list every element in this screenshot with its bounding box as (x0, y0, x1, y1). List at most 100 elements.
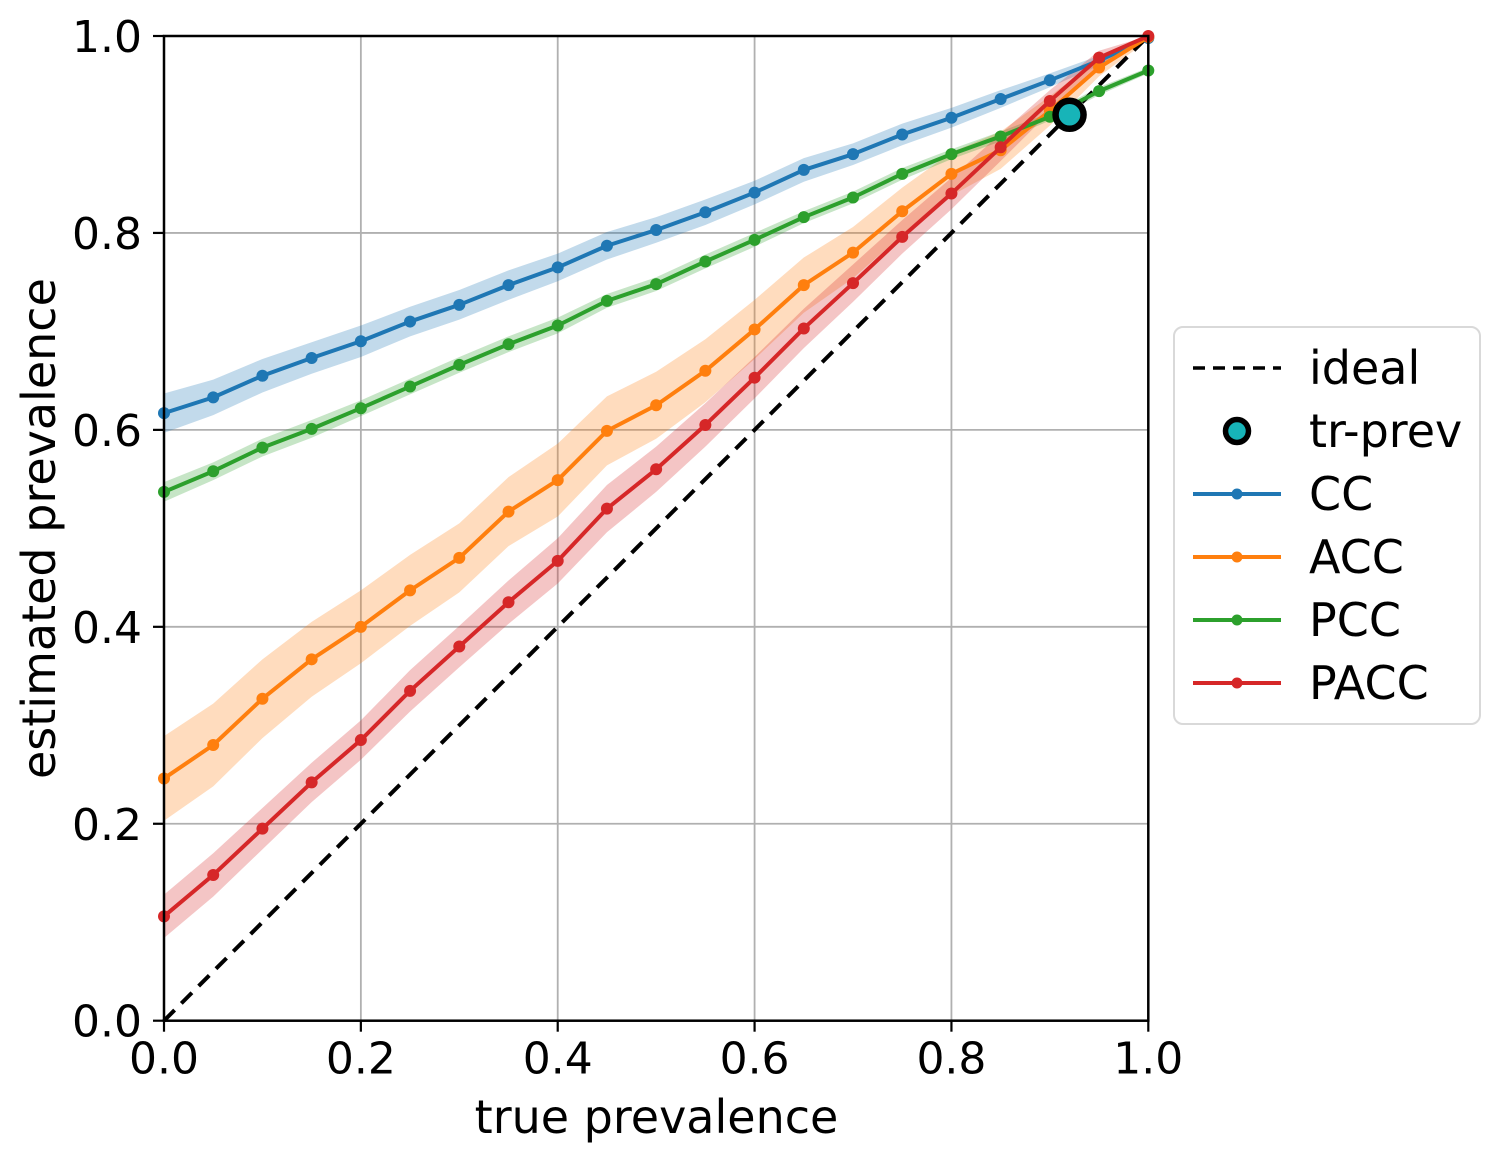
data-point-CC (453, 298, 466, 311)
data-point-ACC (502, 505, 515, 518)
data-point-CC (797, 163, 810, 176)
data-point-PCC (502, 338, 515, 351)
data-point-ACC (896, 205, 909, 218)
data-point-PCC (797, 211, 810, 224)
data-point-CC (354, 335, 367, 348)
data-point-PACC (404, 684, 417, 697)
data-point-ACC (404, 584, 417, 597)
x-axis-label: true prevalence (474, 1090, 839, 1144)
data-point-ACC (600, 424, 613, 437)
data-point-PCC (945, 148, 958, 161)
data-point-ACC (256, 692, 269, 705)
data-point-CC (404, 315, 417, 328)
data-point-CC (699, 206, 712, 219)
data-point-ACC (453, 551, 466, 564)
y-tick-label: 1.0 (72, 12, 142, 63)
data-point-PACC (797, 322, 810, 335)
legend-glyph-PCC-line-icon (1193, 614, 1281, 626)
x-tick-label: 0.4 (523, 1034, 593, 1085)
legend-item-tr-prev: tr-prev (1175, 402, 1479, 460)
data-point-CC (207, 391, 220, 404)
axes-spines (162, 34, 1150, 1022)
x-tick-label: 1.0 (1113, 1034, 1183, 1085)
data-point-ACC (207, 738, 220, 751)
legend-item-PACC: PACC (1175, 654, 1479, 712)
legend-glyph-CC-line-icon (1193, 488, 1281, 500)
data-point-ACC (1093, 61, 1106, 74)
data-point-CC (1043, 74, 1056, 87)
x-tick-label: 0.2 (326, 1034, 396, 1085)
data-point-ACC (650, 399, 663, 412)
data-point-ACC (305, 653, 318, 666)
data-point-PACC (699, 418, 712, 431)
legend-label-CC: CC (1309, 466, 1374, 521)
x-tick-label: 0.6 (720, 1034, 790, 1085)
data-point-PACC (650, 463, 663, 476)
data-point-CC (847, 148, 860, 161)
data-point-PACC (551, 554, 564, 567)
data-point-PCC (305, 422, 318, 435)
data-point-CC (748, 186, 761, 199)
data-point-PACC (1043, 94, 1056, 107)
data-point-ACC (354, 620, 367, 633)
data-point-ACC (847, 246, 860, 259)
data-point-PACC (896, 230, 909, 243)
data-point-CC (502, 279, 515, 292)
data-point-PCC (453, 358, 466, 371)
data-point-PACC (354, 734, 367, 747)
ideal-line (162, 34, 1150, 1023)
y-tick-label: 0.6 (72, 406, 142, 457)
legend-label-ideal: ideal (1309, 340, 1421, 395)
x-tick-label: 0.0 (129, 1034, 199, 1085)
data-point-PACC (502, 596, 515, 609)
data-point-ACC (945, 167, 958, 180)
legend-item-CC: CC (1175, 465, 1479, 523)
data-point-PACC (945, 187, 958, 200)
data-point-CC (650, 223, 663, 236)
data-point-CC (945, 111, 958, 124)
data-point-PACC (994, 141, 1007, 154)
data-point-CC (305, 351, 318, 364)
data-point-CC (551, 261, 564, 274)
data-point-PACC (256, 822, 269, 835)
legend-label-ACC: ACC (1309, 530, 1404, 585)
legend-label-PACC: PACC (1309, 656, 1429, 711)
data-point-PCC (354, 402, 367, 415)
y-tick-label: 0.4 (72, 603, 142, 654)
data-point-CC (256, 369, 269, 382)
tr-prev-marker (1052, 97, 1087, 133)
legend-label-tr-prev: tr-prev (1309, 403, 1463, 458)
y-tick-label: 0.8 (72, 209, 142, 260)
legend-label-PCC: PCC (1309, 593, 1401, 648)
data-point-PCC (256, 441, 269, 454)
legend-glyph-PACC-line-icon (1193, 677, 1281, 689)
legend-item-ACC: ACC (1175, 528, 1479, 586)
data-point-CC (994, 93, 1007, 106)
data-point-PCC (600, 294, 613, 307)
data-point-PACC (305, 776, 318, 789)
data-point-PACC (748, 371, 761, 384)
legend-glyph-tr-prev-dot-icon (1222, 416, 1252, 445)
data-point-CC (896, 128, 909, 141)
data-point-PCC (699, 255, 712, 268)
data-point-ACC (699, 364, 712, 377)
data-point-ACC (748, 323, 761, 336)
data-point-ACC (551, 474, 564, 487)
data-point-PCC (994, 130, 1007, 143)
data-point-PCC (551, 319, 564, 332)
legend-item-PCC: PCC (1175, 591, 1479, 649)
data-point-PCC (650, 278, 663, 291)
y-axis-label: estimated prevalence (12, 278, 66, 779)
data-point-PACC (1093, 51, 1106, 64)
data-point-PCC (847, 191, 860, 204)
data-point-PACC (207, 868, 220, 881)
data-point-ACC (797, 279, 810, 292)
data-point-PCC (1093, 85, 1106, 98)
data-point-PACC (847, 277, 860, 290)
y-tick-label: 0.0 (72, 997, 142, 1048)
data-point-PCC (404, 380, 417, 393)
x-tick-label: 0.8 (916, 1034, 986, 1085)
legend: ideal tr-prev CC ACC PCC PACC (1173, 326, 1481, 725)
